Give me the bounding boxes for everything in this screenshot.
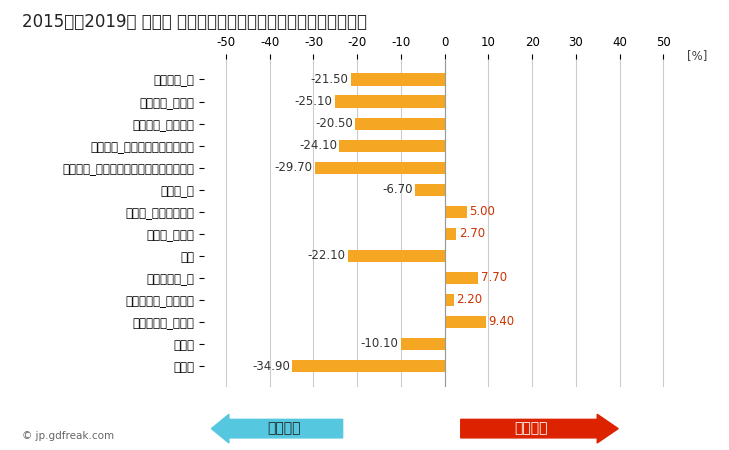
Text: -24.10: -24.10 (299, 139, 337, 152)
Bar (445, 294, 454, 306)
Bar (445, 316, 486, 328)
Bar (315, 162, 445, 174)
Text: 7.70: 7.70 (480, 271, 507, 284)
Bar (339, 140, 445, 152)
Text: -20.50: -20.50 (315, 117, 353, 130)
Bar (400, 338, 445, 350)
Text: 低リスク: 低リスク (268, 422, 301, 436)
Text: 高リスク: 高リスク (514, 422, 547, 436)
Text: © jp.gdfreak.com: © jp.gdfreak.com (22, 431, 114, 441)
Bar (416, 184, 445, 196)
Bar (445, 228, 456, 240)
Text: [%]: [%] (687, 50, 707, 63)
Text: 5.00: 5.00 (469, 205, 494, 218)
Bar (445, 206, 467, 218)
Text: -29.70: -29.70 (275, 161, 313, 174)
Bar (292, 360, 445, 372)
Text: -6.70: -6.70 (383, 183, 413, 196)
Text: -34.90: -34.90 (252, 360, 290, 373)
Text: -10.10: -10.10 (360, 338, 398, 351)
Text: -21.50: -21.50 (311, 73, 348, 86)
FancyArrow shape (211, 414, 343, 443)
FancyArrow shape (461, 414, 618, 443)
Text: -25.10: -25.10 (295, 95, 332, 108)
Bar (348, 250, 445, 262)
Text: 2.70: 2.70 (459, 227, 485, 240)
Text: 2015年～2019年 中川村 男性の全国と比べた死因別死亡リスク格差: 2015年～2019年 中川村 男性の全国と比べた死因別死亡リスク格差 (22, 14, 367, 32)
Bar (445, 272, 478, 284)
Bar (355, 117, 445, 130)
Text: 9.40: 9.40 (488, 315, 514, 328)
Text: 2.20: 2.20 (456, 293, 483, 306)
Bar (351, 73, 445, 86)
Text: -22.10: -22.10 (308, 249, 346, 262)
Bar (335, 95, 445, 108)
